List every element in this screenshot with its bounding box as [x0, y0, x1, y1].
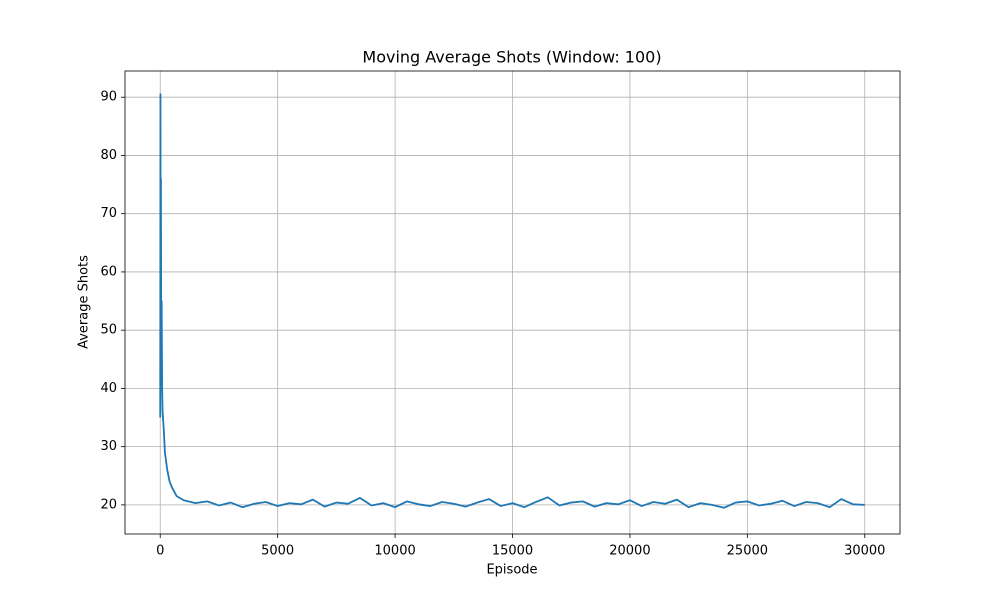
x-tick-label: 20000 — [609, 544, 650, 559]
y-tick-label: 90 — [100, 90, 117, 105]
x-tick-label: 30000 — [844, 544, 885, 559]
x-tick-label: 15000 — [492, 544, 533, 559]
y-tick-label: 50 — [100, 323, 117, 338]
y-tick-label: 30 — [100, 439, 117, 454]
y-tick-label: 70 — [100, 206, 117, 221]
plot-frame — [124, 70, 901, 535]
y-tick-label: 60 — [100, 264, 117, 279]
x-tick-label: 5000 — [261, 544, 294, 559]
y-tick-label: 80 — [100, 148, 117, 163]
x-tick-label: 10000 — [374, 544, 415, 559]
x-axis-label: Episode — [486, 563, 537, 578]
data-line — [159, 93, 865, 509]
y-tick-label: 40 — [100, 381, 117, 396]
x-tick-label: 25000 — [727, 544, 768, 559]
chart-title: Moving Average Shots (Window: 100) — [362, 48, 661, 67]
x-tick-label: 0 — [156, 544, 164, 559]
y-axis-label: Average Shots — [77, 255, 92, 349]
y-tick-label: 20 — [100, 497, 117, 512]
